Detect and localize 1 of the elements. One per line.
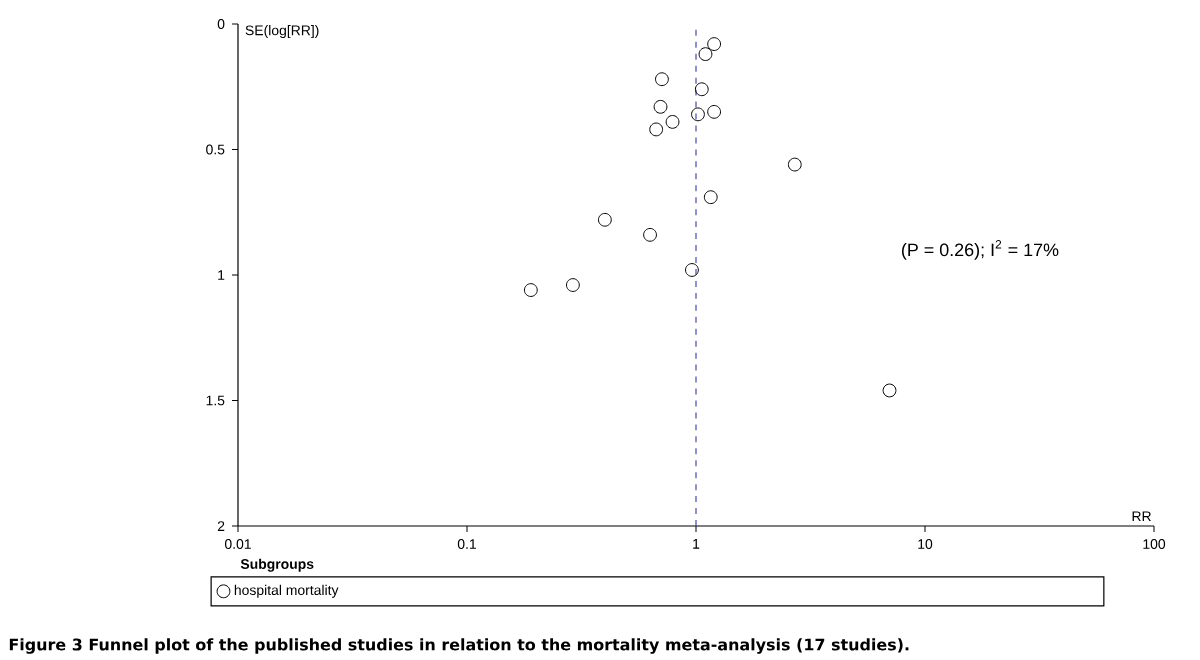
- annotation: (P = 0.26); I$^{2}$ = 17%: [902, 240, 1059, 260]
